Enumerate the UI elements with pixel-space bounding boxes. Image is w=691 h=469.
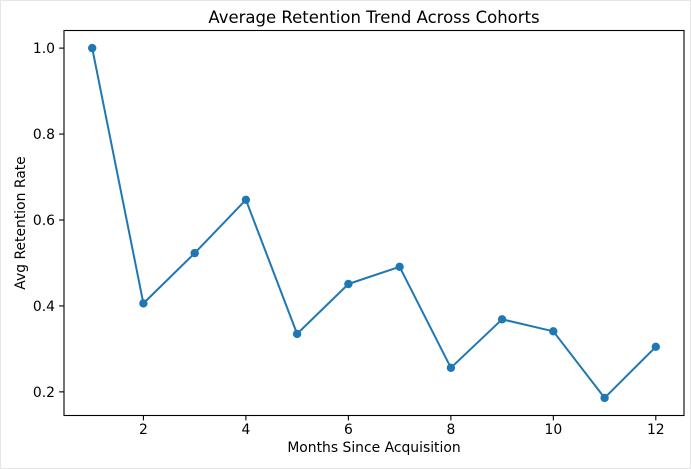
data-point-marker — [446, 363, 456, 372]
data-point-marker — [600, 393, 609, 403]
data-point-marker — [241, 195, 251, 204]
y-tick-label: 0.2 — [33, 385, 55, 401]
y-tick-label: 0.4 — [33, 299, 55, 315]
data-point-marker — [139, 299, 148, 308]
y-tick-label: 0.8 — [33, 127, 55, 143]
x-tick-label: 12 — [647, 422, 665, 438]
chart-title: Average Retention Trend Across Cohorts — [208, 8, 539, 27]
y-axis-label: Avg Retention Rate — [13, 156, 29, 289]
x-axis-label: Months Since Acquisition — [287, 440, 460, 456]
data-point-marker — [88, 43, 97, 53]
data-point-marker — [395, 262, 404, 271]
x-tick-label: 4 — [241, 422, 250, 438]
data-point-marker — [190, 248, 199, 258]
data-point-marker — [497, 315, 507, 324]
retention-line — [91, 47, 657, 399]
x-tick-label: 2 — [139, 422, 148, 438]
x-tick-label: 6 — [344, 422, 353, 438]
y-axis-ticks: 0.2 0.4 0.6 0.8 1.0 — [33, 41, 64, 401]
x-tick-label: 8 — [446, 422, 455, 438]
y-tick-label: 1.0 — [33, 41, 55, 57]
x-axis-ticks: 2 4 6 8 10 12 — [139, 415, 665, 438]
line-series — [88, 43, 660, 403]
data-point-marker — [651, 342, 660, 351]
x-tick-label: 10 — [544, 422, 562, 438]
y-tick-label: 0.6 — [33, 213, 55, 229]
data-point-marker — [292, 329, 302, 339]
data-point-marker — [549, 327, 558, 336]
plot-area-spines — [63, 29, 685, 417]
data-point-marker — [344, 279, 353, 289]
